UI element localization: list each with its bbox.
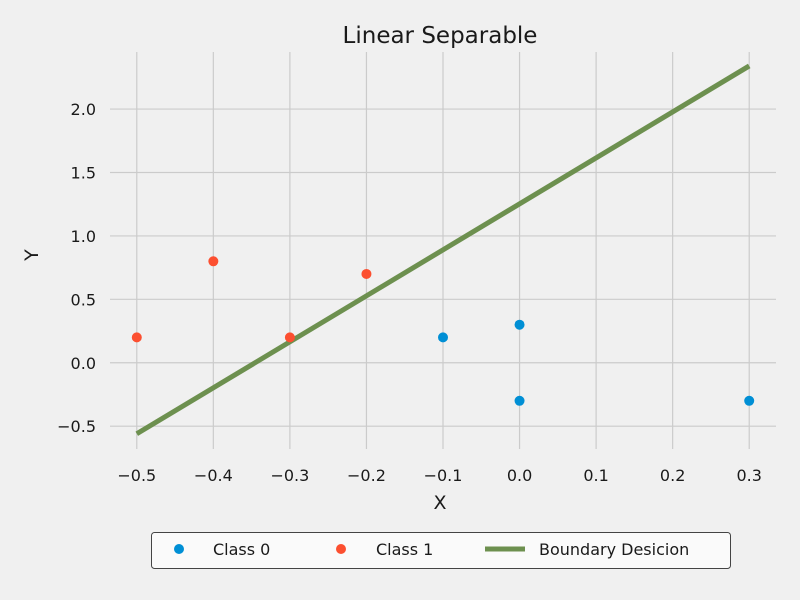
x-tick-label: −0.3 (270, 466, 309, 485)
x-tick-label: −0.4 (194, 466, 233, 485)
legend-label-class-1: Class 1 (376, 540, 433, 559)
y-axis-label: Y (21, 249, 43, 262)
class-1-point (284, 332, 295, 343)
y-tick-label: 1.0 (71, 227, 96, 246)
y-tick-label: 1.5 (71, 163, 96, 182)
legend-marker-class-0 (174, 544, 184, 554)
x-tick-label: −0.1 (424, 466, 463, 485)
x-axis-label: X (433, 492, 446, 514)
x-tick-label: −0.5 (117, 466, 156, 485)
y-tick-label: 0.5 (71, 290, 96, 309)
legend-box (151, 532, 731, 569)
x-tick-label: 0.2 (660, 466, 685, 485)
y-tick-label: 2.0 (71, 100, 96, 119)
tick-labels: −0.5 −0.4 −0.3 −0.2 −0.1 0.0 0.1 0.2 0.3 −0.5 0.0 0… (57, 100, 762, 485)
legend-label-class-0: Class 0 (213, 540, 270, 559)
class-1-point (361, 268, 372, 279)
class-0-point (514, 319, 525, 330)
class-1-point (208, 256, 219, 267)
grid (110, 52, 776, 449)
class-1-point (131, 332, 142, 343)
legend: Class 0 Class 1 Boundary Desicion (151, 532, 731, 569)
y-tick-label: −0.5 (57, 417, 96, 436)
class-0-point (514, 395, 525, 406)
x-tick-label: 0.1 (583, 466, 608, 485)
x-tick-label: 0.0 (507, 466, 532, 485)
plot-marks (131, 63, 755, 436)
boundary-line (135, 63, 751, 436)
y-tick-label: 0.0 (71, 354, 96, 373)
chart-title: Linear Separable (343, 23, 538, 49)
class-0-point (438, 332, 448, 343)
x-tick-label: −0.2 (347, 466, 386, 485)
legend-marker-class-1 (336, 544, 346, 554)
class-0-point (744, 395, 755, 406)
x-tick-label: 0.3 (736, 466, 761, 485)
legend-label-boundary: Boundary Desicion (539, 540, 689, 559)
